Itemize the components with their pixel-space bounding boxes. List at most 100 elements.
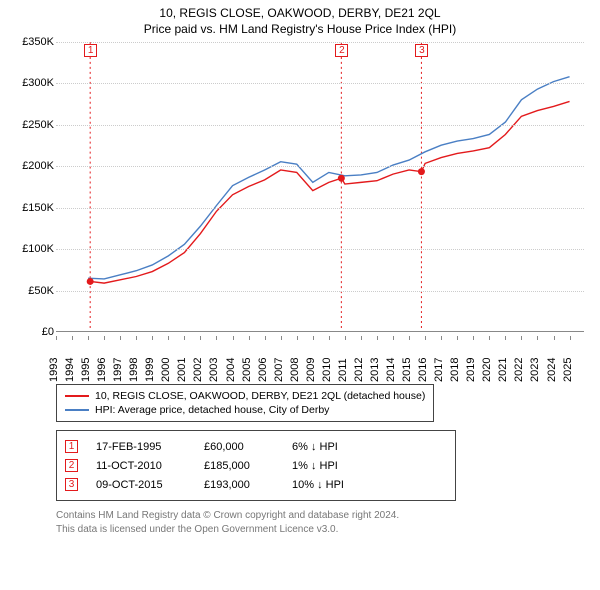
event-marker-number: 1	[84, 44, 97, 57]
event-marker-number: 2	[335, 44, 348, 57]
x-tick-label: 2005	[241, 358, 253, 382]
x-tick-label: 2015	[401, 358, 413, 382]
x-tick	[88, 336, 89, 340]
x-tick-label: 2017	[433, 358, 445, 382]
y-gridline	[56, 291, 584, 292]
event-number-box: 3	[65, 478, 78, 491]
x-tick	[152, 336, 153, 340]
x-tick-label: 2025	[562, 358, 574, 382]
x-tick	[409, 336, 410, 340]
x-tick	[570, 336, 571, 340]
x-tick	[489, 336, 490, 340]
x-tick-label: 1994	[64, 358, 76, 382]
event-row: 1 17-FEB-1995 £60,000 6% ↓ HPI	[65, 437, 447, 456]
y-tick-label: £350K	[22, 36, 54, 48]
x-tick-label: 2002	[192, 358, 204, 382]
x-tick-label: 1998	[128, 358, 140, 382]
chart-svg	[56, 42, 584, 331]
y-tick-label: £150K	[22, 202, 54, 214]
y-tick-label: £250K	[22, 119, 54, 131]
x-tick	[249, 336, 250, 340]
x-tick-label: 2001	[176, 358, 188, 382]
x-tick-label: 1997	[112, 358, 124, 382]
x-tick-label: 2023	[529, 358, 541, 382]
event-pct-vs-hpi: 10% ↓ HPI	[292, 479, 372, 491]
x-tick-label: 2016	[417, 358, 429, 382]
y-gridline	[56, 166, 584, 167]
x-tick	[168, 336, 169, 340]
footer-line-1: Contains HM Land Registry data © Crown c…	[56, 509, 588, 523]
x-tick	[120, 336, 121, 340]
x-tick-label: 2013	[369, 358, 381, 382]
x-tick	[104, 336, 105, 340]
events-table: 1 17-FEB-1995 £60,000 6% ↓ HPI 211-OCT-2010£…	[56, 430, 456, 501]
legend-row: HPI: Average price, detached house, City…	[65, 403, 425, 417]
event-price: £193,000	[204, 479, 274, 491]
x-tick	[361, 336, 362, 340]
x-tick-label: 2003	[208, 358, 220, 382]
event-price: £185,000	[204, 460, 274, 472]
x-tick-label: 1996	[96, 358, 108, 382]
x-tick	[537, 336, 538, 340]
x-tick	[554, 336, 555, 340]
x-tick-label: 2009	[305, 358, 317, 382]
y-tick-label: £300K	[22, 77, 54, 89]
x-tick	[393, 336, 394, 340]
y-tick-label: £0	[42, 326, 54, 338]
y-tick-label: £200K	[22, 160, 54, 172]
footer-text: Contains HM Land Registry data © Crown c…	[56, 509, 588, 536]
x-tick-label: 1999	[144, 358, 156, 382]
event-row: 211-OCT-2010£185,0001% ↓ HPI	[65, 456, 447, 475]
legend-label: 10, REGIS CLOSE, OAKWOOD, DERBY, DE21 2Q…	[95, 390, 425, 402]
x-tick	[216, 336, 217, 340]
event-pct-vs-hpi: 6% ↓ HPI	[292, 441, 372, 453]
x-tick-label: 2014	[385, 358, 397, 382]
x-tick	[56, 336, 57, 340]
x-tick-label: 2010	[321, 358, 333, 382]
x-tick	[297, 336, 298, 340]
legend-row: 10, REGIS CLOSE, OAKWOOD, DERBY, DE21 2Q…	[65, 389, 425, 403]
x-tick-label: 2008	[289, 358, 301, 382]
y-tick-label: £100K	[22, 243, 54, 255]
x-tick	[329, 336, 330, 340]
y-gridline	[56, 208, 584, 209]
legend: 10, REGIS CLOSE, OAKWOOD, DERBY, DE21 2Q…	[56, 384, 434, 422]
x-tick-label: 2007	[273, 358, 285, 382]
chart-title: 10, REGIS CLOSE, OAKWOOD, DERBY, DE21 2Q…	[12, 6, 588, 20]
x-tick	[457, 336, 458, 340]
sale-marker-dot	[418, 168, 425, 175]
event-row: 3 09-OCT-2015 £193,000 10% ↓ HPI	[65, 475, 447, 494]
x-tick	[136, 336, 137, 340]
legend-color-swatch	[65, 395, 89, 397]
x-axis-labels: 1993199419951996199719981999200020012002…	[56, 336, 584, 382]
event-price: £60,000	[204, 441, 274, 453]
event-date: 17-FEB-1995	[96, 441, 186, 453]
y-axis-labels: £0£50K£100K£150K£200K£250K£300K£350K	[12, 42, 56, 332]
x-tick-label: 2000	[160, 358, 172, 382]
chart-subtitle: Price paid vs. HM Land Registry's House …	[12, 22, 588, 36]
x-tick	[521, 336, 522, 340]
x-tick	[72, 336, 73, 340]
footer-line-2: This data is licensed under the Open Gov…	[56, 523, 588, 537]
event-date: 09-OCT-2015	[96, 479, 186, 491]
sale-marker-dot	[87, 278, 94, 285]
x-tick-label: 2004	[225, 358, 237, 382]
legend-label: HPI: Average price, detached house, City…	[95, 404, 329, 416]
x-tick-label: 2020	[481, 358, 493, 382]
x-tick	[200, 336, 201, 340]
y-gridline	[56, 125, 584, 126]
x-tick	[473, 336, 474, 340]
chart-container: 10, REGIS CLOSE, OAKWOOD, DERBY, DE21 2Q…	[0, 0, 600, 544]
x-tick	[345, 336, 346, 340]
legend-color-swatch	[65, 409, 89, 411]
x-tick	[441, 336, 442, 340]
x-tick-label: 2019	[465, 358, 477, 382]
y-gridline	[56, 42, 584, 43]
x-tick-label: 2022	[513, 358, 525, 382]
event-marker-number: 3	[415, 44, 428, 57]
event-number-box: 1	[65, 440, 78, 453]
x-tick	[265, 336, 266, 340]
plot-area	[56, 42, 584, 332]
chart-plot-wrap: £0£50K£100K£150K£200K£250K£300K£350K 199…	[12, 42, 588, 382]
y-gridline	[56, 249, 584, 250]
